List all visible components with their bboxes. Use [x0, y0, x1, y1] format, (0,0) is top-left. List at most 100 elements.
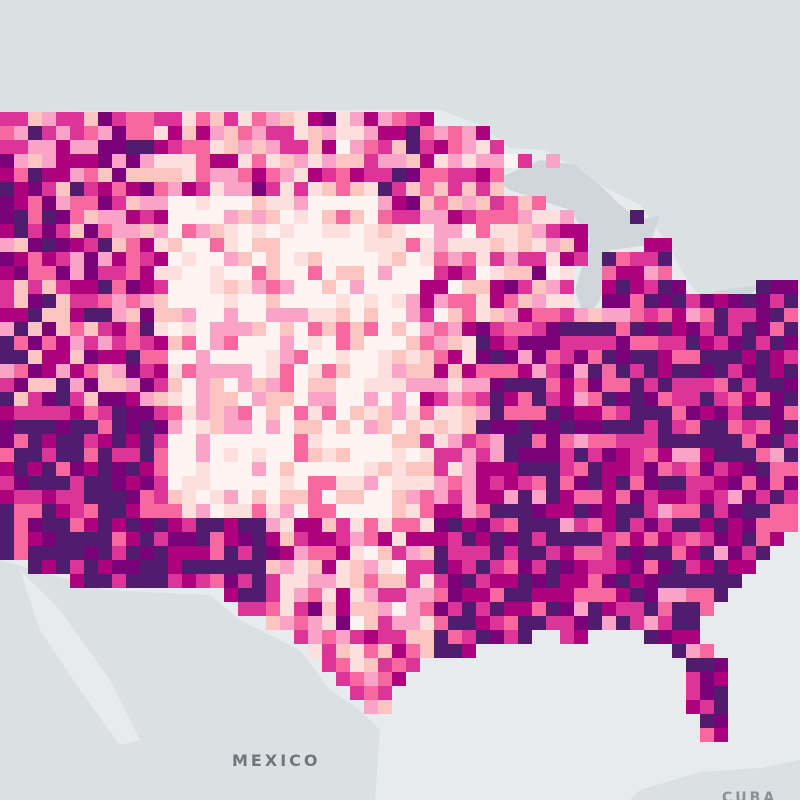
county-cell[interactable]: [378, 518, 392, 532]
county-cell[interactable]: [266, 210, 280, 224]
county-cell[interactable]: [322, 294, 336, 308]
county-cell[interactable]: [336, 490, 350, 504]
county-cell[interactable]: [336, 266, 350, 280]
county-cell[interactable]: [728, 364, 742, 378]
county-cell[interactable]: [84, 518, 98, 532]
county-cell[interactable]: [434, 140, 448, 154]
county-cell[interactable]: [350, 560, 364, 574]
county-cell[interactable]: [0, 224, 14, 238]
county-cell[interactable]: [490, 588, 504, 602]
county-cell[interactable]: [252, 168, 266, 182]
county-cell[interactable]: [322, 644, 336, 658]
county-cell[interactable]: [154, 154, 168, 168]
county-cell[interactable]: [154, 392, 168, 406]
county-cell[interactable]: [140, 280, 154, 294]
county-cell[interactable]: [532, 588, 546, 602]
county-cell[interactable]: [266, 112, 280, 126]
county-cell[interactable]: [434, 616, 448, 630]
county-cell[interactable]: [518, 392, 532, 406]
county-cell[interactable]: [476, 406, 490, 420]
county-cell[interactable]: [364, 630, 378, 644]
county-cell[interactable]: [630, 588, 644, 602]
county-cell[interactable]: [350, 378, 364, 392]
county-cell[interactable]: [266, 462, 280, 476]
county-cell[interactable]: [658, 448, 672, 462]
county-cell[interactable]: [700, 336, 714, 350]
county-cell[interactable]: [266, 434, 280, 448]
county-cell[interactable]: [308, 210, 322, 224]
county-cell[interactable]: [672, 336, 686, 350]
county-cell[interactable]: [574, 462, 588, 476]
county-cell[interactable]: [378, 462, 392, 476]
county-cell[interactable]: [490, 406, 504, 420]
county-cell[interactable]: [182, 140, 196, 154]
county-cell[interactable]: [742, 350, 756, 364]
county-cell[interactable]: [672, 378, 686, 392]
county-cell[interactable]: [770, 462, 784, 476]
county-cell[interactable]: [462, 140, 476, 154]
county-cell[interactable]: [504, 448, 518, 462]
county-cell[interactable]: [406, 588, 420, 602]
county-cell[interactable]: [420, 378, 434, 392]
county-cell[interactable]: [84, 490, 98, 504]
county-cell[interactable]: [210, 504, 224, 518]
county-cell[interactable]: [84, 168, 98, 182]
county-cell[interactable]: [392, 294, 406, 308]
county-cell[interactable]: [238, 476, 252, 490]
county-cell[interactable]: [686, 518, 700, 532]
county-cell[interactable]: [224, 448, 238, 462]
county-cell[interactable]: [602, 322, 616, 336]
county-cell[interactable]: [532, 378, 546, 392]
county-cell[interactable]: [392, 462, 406, 476]
county-cell[interactable]: [490, 364, 504, 378]
county-cell[interactable]: [238, 168, 252, 182]
county-cell[interactable]: [56, 448, 70, 462]
county-cell[interactable]: [112, 154, 126, 168]
county-cell[interactable]: [392, 140, 406, 154]
county-cell[interactable]: [322, 420, 336, 434]
county-cell[interactable]: [560, 252, 574, 266]
county-cell[interactable]: [658, 504, 672, 518]
county-cell[interactable]: [602, 364, 616, 378]
county-cell[interactable]: [686, 336, 700, 350]
county-cell[interactable]: [546, 406, 560, 420]
county-cell[interactable]: [462, 294, 476, 308]
county-cell[interactable]: [182, 112, 196, 126]
county-cell[interactable]: [266, 420, 280, 434]
county-cell[interactable]: [518, 322, 532, 336]
county-cell[interactable]: [588, 490, 602, 504]
county-cell[interactable]: [560, 322, 574, 336]
county-cell[interactable]: [84, 238, 98, 252]
county-cell[interactable]: [70, 294, 84, 308]
county-cell[interactable]: [364, 420, 378, 434]
county-cell[interactable]: [462, 154, 476, 168]
county-cell[interactable]: [406, 644, 420, 658]
county-cell[interactable]: [476, 630, 490, 644]
county-cell[interactable]: [434, 504, 448, 518]
county-cell[interactable]: [742, 364, 756, 378]
county-cell[interactable]: [14, 378, 28, 392]
county-cell[interactable]: [420, 462, 434, 476]
county-cell[interactable]: [574, 434, 588, 448]
county-cell[interactable]: [504, 518, 518, 532]
county-cell[interactable]: [196, 518, 210, 532]
county-cell[interactable]: [700, 560, 714, 574]
county-cell[interactable]: [490, 154, 504, 168]
county-cell[interactable]: [322, 364, 336, 378]
county-cell[interactable]: [378, 210, 392, 224]
county-cell[interactable]: [574, 350, 588, 364]
county-cell[interactable]: [280, 210, 294, 224]
county-cell[interactable]: [154, 462, 168, 476]
county-cell[interactable]: [224, 196, 238, 210]
county-cell[interactable]: [406, 336, 420, 350]
county-cell[interactable]: [182, 336, 196, 350]
county-cell[interactable]: [420, 434, 434, 448]
county-cell[interactable]: [448, 154, 462, 168]
county-cell[interactable]: [98, 308, 112, 322]
county-cell[interactable]: [224, 490, 238, 504]
county-cell[interactable]: [686, 658, 700, 672]
county-cell[interactable]: [196, 126, 210, 140]
county-cell[interactable]: [644, 294, 658, 308]
county-cell[interactable]: [658, 252, 672, 266]
county-cell[interactable]: [350, 280, 364, 294]
